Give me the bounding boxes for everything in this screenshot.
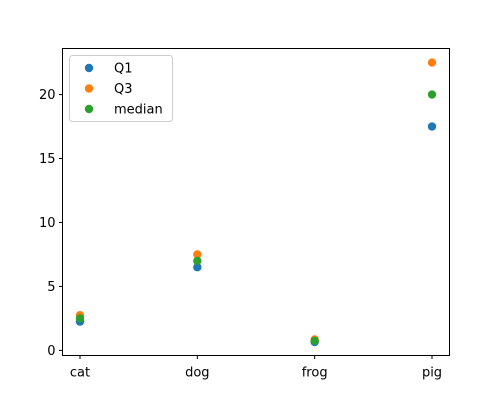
y-axis: 0 5 10 15 20 xyxy=(39,88,63,359)
point-median-pig xyxy=(427,90,437,99)
legend-marker-median xyxy=(84,104,94,114)
plot-frame xyxy=(62,48,450,356)
y-tick-label: 20 xyxy=(39,88,56,103)
x-tick-label: pig xyxy=(422,366,442,381)
legend-box xyxy=(69,55,173,122)
point-median-frog xyxy=(310,336,319,345)
y-tick-label: 10 xyxy=(39,216,56,231)
y-tick-label: 5 xyxy=(47,280,55,295)
x-tick-label: frog xyxy=(302,366,328,381)
point-q1-pig xyxy=(427,122,437,131)
x-tick-label: dog xyxy=(185,366,209,381)
x-axis: cat dog frog pig xyxy=(70,355,442,381)
x-tick-label: cat xyxy=(70,366,90,381)
point-q3-dog xyxy=(193,250,202,259)
point-median-dog xyxy=(193,256,202,266)
legend-marker-q3 xyxy=(84,84,94,93)
point-q1-dog xyxy=(193,263,202,272)
data-points xyxy=(75,58,437,347)
legend: Q1 Q3 median xyxy=(69,55,173,122)
y-tick-label: 15 xyxy=(39,152,56,167)
legend-label-q3: Q3 xyxy=(114,82,133,97)
legend-label-q1: Q1 xyxy=(114,62,133,77)
point-median-cat xyxy=(75,314,85,323)
legend-marker-q1 xyxy=(84,63,94,73)
y-tick-label: 0 xyxy=(47,344,55,359)
legend-label-median: median xyxy=(114,103,163,118)
point-q3-pig xyxy=(427,58,437,67)
